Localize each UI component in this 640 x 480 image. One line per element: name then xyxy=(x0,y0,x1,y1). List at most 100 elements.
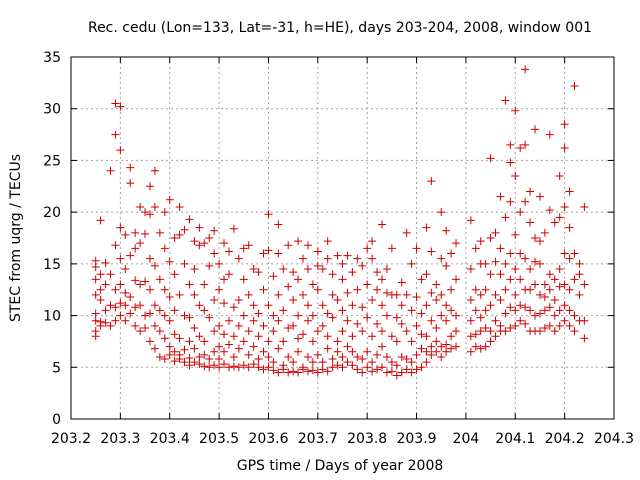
data-point xyxy=(239,311,248,320)
data-point xyxy=(521,319,530,328)
data-point xyxy=(308,337,317,346)
data-point xyxy=(141,277,150,286)
data-point xyxy=(486,301,495,310)
data-point xyxy=(145,182,154,191)
data-point xyxy=(348,347,357,356)
data-point xyxy=(555,321,564,330)
data-point xyxy=(407,306,416,315)
data-point xyxy=(565,254,574,263)
data-point xyxy=(131,303,140,312)
data-point xyxy=(580,280,589,289)
data-point xyxy=(452,239,461,248)
data-point xyxy=(481,259,490,268)
data-point xyxy=(452,311,461,320)
data-point xyxy=(373,268,382,277)
data-point xyxy=(111,241,120,250)
data-point xyxy=(387,358,396,367)
data-point xyxy=(555,213,564,222)
data-point xyxy=(165,316,174,325)
data-point xyxy=(150,202,159,211)
data-point xyxy=(308,358,317,367)
data-point xyxy=(170,357,179,366)
x-axis-label: GPS time / Days of year 2008 xyxy=(237,458,444,474)
data-point xyxy=(274,249,283,258)
data-point xyxy=(145,254,154,263)
data-point xyxy=(284,368,293,377)
data-point xyxy=(501,96,510,105)
data-point xyxy=(575,270,584,279)
data-point xyxy=(358,368,367,377)
data-point xyxy=(210,361,219,370)
data-point xyxy=(224,340,233,349)
data-point xyxy=(249,265,258,274)
data-point xyxy=(550,296,559,305)
data-point xyxy=(338,363,347,372)
data-point xyxy=(145,309,154,318)
data-point xyxy=(145,210,154,219)
data-point xyxy=(299,290,308,299)
data-point xyxy=(303,367,312,376)
data-point xyxy=(496,270,505,279)
data-point xyxy=(111,303,120,312)
data-point xyxy=(363,280,372,289)
data-point xyxy=(323,237,332,246)
data-point xyxy=(353,365,362,374)
data-point xyxy=(526,218,535,227)
data-point xyxy=(205,363,214,372)
data-point xyxy=(432,337,441,346)
data-point xyxy=(121,301,130,310)
data-point xyxy=(220,275,229,284)
data-point xyxy=(407,368,416,377)
data-point xyxy=(476,313,485,322)
data-point xyxy=(501,259,510,268)
data-point xyxy=(215,342,224,351)
data-point xyxy=(486,270,495,279)
y-tick-label: 10 xyxy=(43,309,61,325)
data-point xyxy=(476,290,485,299)
data-point xyxy=(471,306,480,315)
data-point xyxy=(126,251,135,260)
data-point xyxy=(432,280,441,289)
data-point xyxy=(521,303,530,312)
data-point xyxy=(205,313,214,322)
data-point xyxy=(476,344,485,353)
data-point xyxy=(516,249,525,258)
data-point xyxy=(368,358,377,367)
x-tick-label: 203.2 xyxy=(51,431,91,447)
data-point xyxy=(294,347,303,356)
data-point xyxy=(560,144,569,153)
data-point xyxy=(264,246,273,255)
data-point xyxy=(486,234,495,242)
data-point xyxy=(205,234,214,242)
data-point xyxy=(106,321,115,330)
data-point xyxy=(392,371,401,380)
data-point xyxy=(358,261,367,270)
data-point xyxy=(471,244,480,253)
data-point xyxy=(535,290,544,299)
data-point xyxy=(160,285,169,294)
data-point xyxy=(466,347,475,356)
data-point xyxy=(328,355,337,364)
data-point xyxy=(190,344,199,353)
data-point xyxy=(452,327,461,336)
data-point xyxy=(496,192,505,201)
data-point xyxy=(131,321,140,330)
data-point xyxy=(328,290,337,299)
data-point xyxy=(496,321,505,330)
data-point xyxy=(540,306,549,315)
data-point xyxy=(308,311,317,320)
data-point xyxy=(323,367,332,376)
data-point xyxy=(550,311,559,320)
data-point xyxy=(318,358,327,367)
data-point xyxy=(215,355,224,364)
data-point xyxy=(526,265,535,274)
data-point xyxy=(545,206,554,215)
data-point xyxy=(126,179,135,188)
x-tick-label: 204.2 xyxy=(545,431,585,447)
data-point xyxy=(397,352,406,361)
data-point xyxy=(402,365,411,374)
data-point xyxy=(131,276,140,285)
data-point xyxy=(407,259,416,268)
data-point xyxy=(422,358,431,367)
data-point xyxy=(521,254,530,263)
